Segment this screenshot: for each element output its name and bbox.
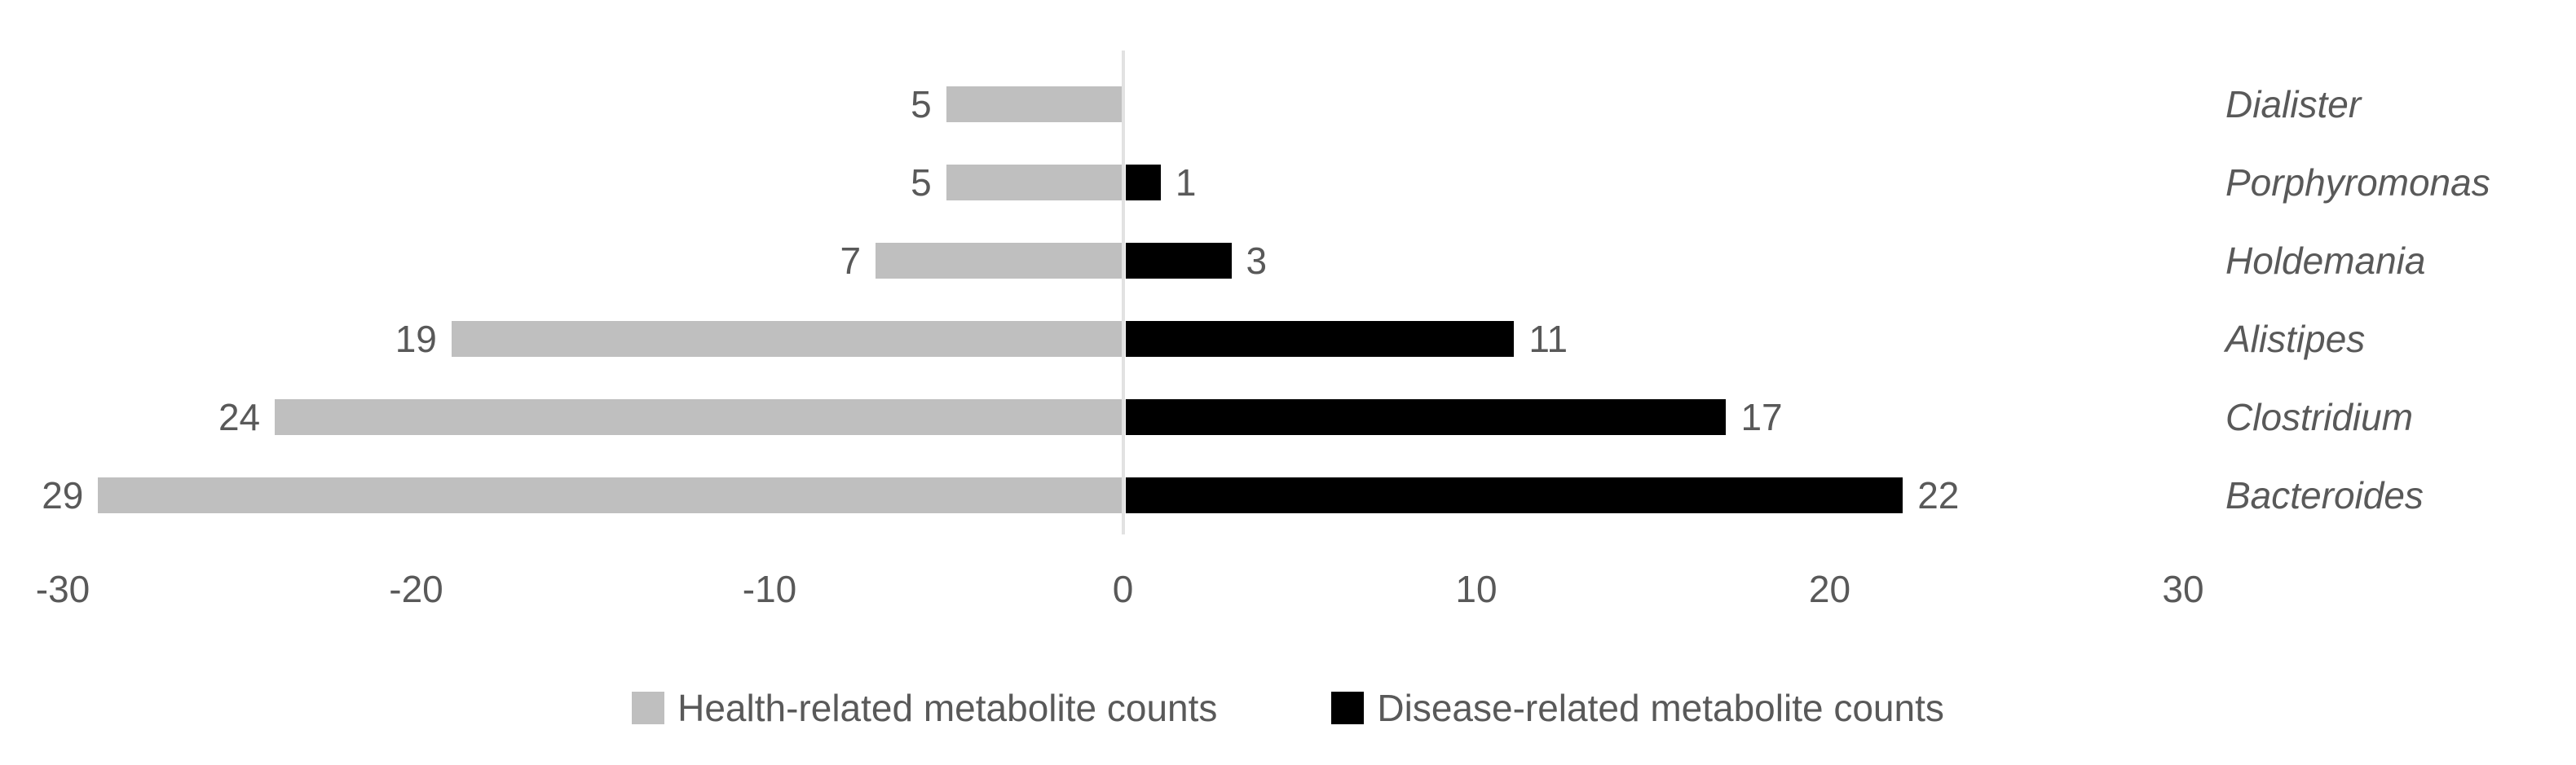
value-label-disease: 11 <box>1528 318 1568 360</box>
category-label: Dialister <box>2225 83 2362 125</box>
bar-health <box>98 477 1123 513</box>
x-tick-label: -30 <box>35 568 90 610</box>
bar-disease <box>1125 477 1903 513</box>
x-tick-label: 0 <box>1112 568 1134 610</box>
value-label-health: 7 <box>840 240 862 282</box>
legend-label-health: Health-related metabolite counts <box>677 687 1218 729</box>
x-tick-label: 10 <box>1455 568 1498 610</box>
bar-health <box>946 86 1123 122</box>
legend-label-disease: Disease-related metabolite counts <box>1377 687 1944 729</box>
bar-health <box>946 165 1123 200</box>
value-label-health: 24 <box>218 396 261 438</box>
bar-disease <box>1125 165 1161 200</box>
zero-axis-line <box>1121 51 1125 534</box>
value-label-disease: 22 <box>1917 474 1960 517</box>
bar-health <box>451 321 1123 357</box>
category-label: Clostridium <box>2225 396 2414 438</box>
x-tick-label: -20 <box>389 568 443 610</box>
value-label-health: 5 <box>911 161 932 204</box>
value-label-disease: 1 <box>1175 161 1197 204</box>
bar-health <box>876 243 1123 279</box>
legend-swatch-health-icon <box>632 692 665 724</box>
value-label-health: 5 <box>911 83 932 125</box>
bar-disease <box>1125 243 1232 279</box>
value-label-health: 19 <box>395 318 437 360</box>
category-label: Holdemania <box>2225 240 2426 282</box>
legend-swatch-disease-icon <box>1331 692 1365 724</box>
legend-item-health: Health-related metabolite counts <box>632 686 1217 730</box>
x-tick-label: -10 <box>742 568 797 610</box>
x-tick-label: 30 <box>2162 568 2204 610</box>
value-label-disease: 17 <box>1740 396 1783 438</box>
category-label: Alistipes <box>2225 318 2366 360</box>
category-label: Bacteroides <box>2225 474 2424 517</box>
value-label-health: 29 <box>42 474 84 517</box>
category-label: Porphyromonas <box>2225 161 2490 204</box>
legend-item-disease: Disease-related metabolite counts <box>1331 686 1944 730</box>
bar-health <box>275 399 1123 435</box>
bar-disease <box>1125 399 1727 435</box>
legend: Health-related metabolite counts Disease… <box>0 686 2576 730</box>
value-label-disease: 3 <box>1246 240 1268 282</box>
bar-disease <box>1125 321 1515 357</box>
x-tick-label: 20 <box>1808 568 1851 610</box>
